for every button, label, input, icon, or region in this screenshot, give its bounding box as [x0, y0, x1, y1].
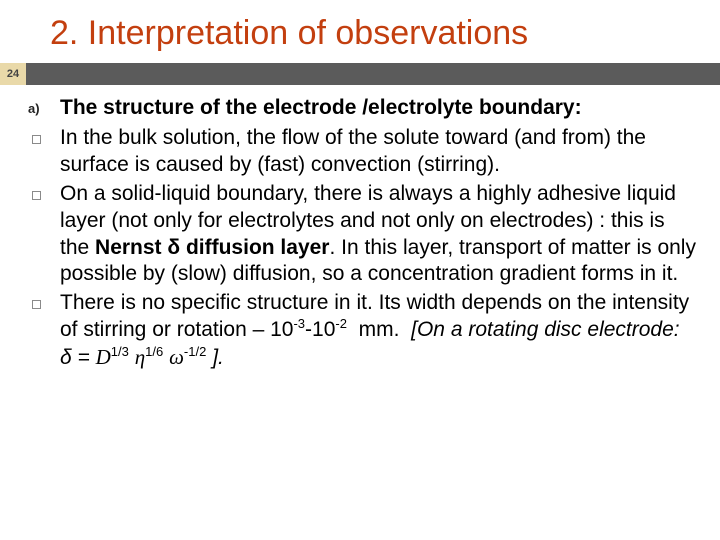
list-item-text: In the bulk solution, the flow of the so…	[60, 125, 696, 179]
page-number-badge: 24	[0, 63, 26, 85]
list-item-text: The structure of the electrode /electrol…	[60, 95, 696, 122]
list-marker-square-icon	[26, 290, 60, 318]
divider-bar-row: 24	[0, 63, 720, 85]
slide-title: 2. Interpretation of observations	[0, 0, 720, 63]
list-item: a)The structure of the electrode /electr…	[26, 95, 696, 123]
content-area: a)The structure of the electrode /electr…	[0, 85, 720, 372]
list-item-text: On a solid-liquid boundary, there is alw…	[60, 181, 696, 289]
list-marker-square-icon	[26, 125, 60, 153]
list-item-text: There is no specific structure in it. It…	[60, 290, 696, 372]
list-marker-letter: a)	[26, 95, 60, 123]
slide: 2. Interpretation of observations 24 a)T…	[0, 0, 720, 540]
list-item: There is no specific structure in it. It…	[26, 290, 696, 372]
list-item: On a solid-liquid boundary, there is alw…	[26, 181, 696, 289]
divider-bar	[26, 63, 720, 85]
list-item: In the bulk solution, the flow of the so…	[26, 125, 696, 179]
list-marker-square-icon	[26, 181, 60, 209]
